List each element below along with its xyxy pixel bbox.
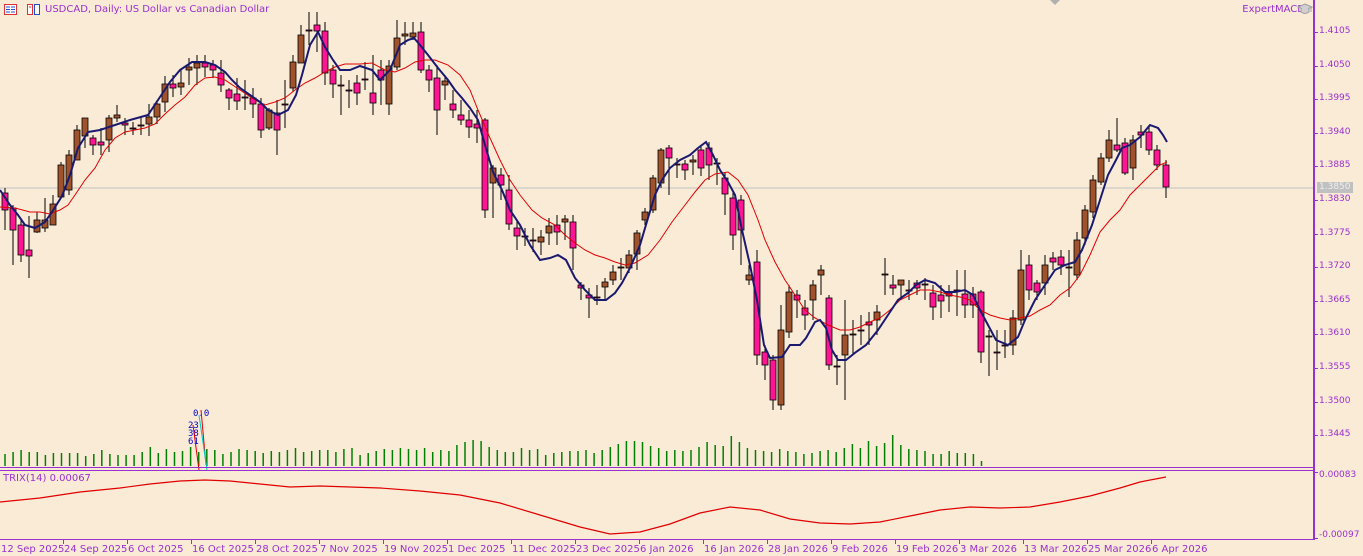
- time-tick: [767, 539, 768, 544]
- candlestick-series: [1, 12, 1170, 410]
- time-label: 28 Jan 2026: [768, 544, 828, 555]
- price-label: 1.3500: [1319, 396, 1351, 406]
- price-tick: [1313, 334, 1318, 335]
- object-labels-glitch: 0.0 23 38 61: [188, 409, 209, 471]
- time-axis-line: [0, 539, 1315, 540]
- time-label: 16 Jan 2026: [704, 544, 764, 555]
- time-tick: [1087, 539, 1088, 544]
- price-tick: [1313, 301, 1318, 302]
- time-tick: [511, 539, 512, 544]
- time-tick: [1023, 539, 1024, 544]
- time-label: 12 Sep 2025: [1, 544, 65, 555]
- indicator-label: TRIX(14) 0.00067: [3, 473, 91, 484]
- time-tick: [1151, 539, 1152, 544]
- time-tick: [959, 539, 960, 544]
- volume-histogram: [4, 435, 983, 466]
- price-label: 1.3885: [1319, 160, 1351, 170]
- moving-average-fast: [0, 29, 1168, 361]
- time-tick: [831, 539, 832, 544]
- price-tick: [1313, 368, 1318, 369]
- time-tick: [575, 539, 576, 544]
- time-tick: [639, 539, 640, 544]
- time-label: 25 Mar 2026: [1088, 544, 1152, 555]
- svg-text:61: 61: [188, 437, 199, 447]
- indicator-axis-bottom: -0.00097: [1319, 530, 1360, 540]
- time-tick: [191, 539, 192, 544]
- current-price-badge: 1.3850: [1317, 182, 1353, 193]
- price-label: 1.3830: [1319, 194, 1351, 204]
- expert-hat-icon[interactable]: [1297, 3, 1313, 16]
- price-tick: [1313, 267, 1318, 268]
- price-tick: [1313, 166, 1318, 167]
- panel-separator[interactable]: [0, 467, 1315, 468]
- price-tick: [1313, 99, 1318, 100]
- window-list-icon[interactable]: [4, 4, 17, 15]
- price-tick: [1313, 133, 1318, 134]
- expert-advisor-label[interactable]: ExpertMACD: [1242, 4, 1305, 15]
- indicator-axis-top: 0.00083: [1319, 470, 1357, 480]
- time-label: 6 Jan 2026: [640, 544, 694, 555]
- price-label: 1.4050: [1319, 60, 1351, 70]
- time-label: 9 Feb 2026: [832, 544, 888, 555]
- price-tick: [1313, 66, 1318, 67]
- time-label: 6 Apr 2026: [1152, 544, 1208, 555]
- time-label: 23 Dec 2025: [576, 544, 640, 555]
- price-tick: [1313, 32, 1318, 33]
- indicator-axis-tick: [1313, 472, 1318, 473]
- price-label: 1.3555: [1319, 362, 1351, 372]
- price-axis-line: [1313, 0, 1315, 540]
- time-label: 19 Nov 2025: [384, 544, 449, 555]
- price-tick: [1313, 402, 1318, 403]
- panel-separator-2: [0, 470, 1315, 471]
- time-tick: [63, 539, 64, 544]
- chart-title: USDCAD, Daily: US Dollar vs Canadian Dol…: [45, 4, 270, 15]
- price-label: 1.3995: [1319, 93, 1351, 103]
- time-tick: [703, 539, 704, 544]
- time-label: 28 Oct 2025: [256, 544, 318, 555]
- time-label: 6 Oct 2025: [128, 544, 184, 555]
- price-label: 1.3775: [1319, 228, 1351, 238]
- time-tick: [255, 539, 256, 544]
- time-label: 3 Mar 2026: [960, 544, 1018, 555]
- price-label: 1.3445: [1319, 429, 1351, 439]
- time-tick: [319, 539, 320, 544]
- price-tick: [1313, 234, 1318, 235]
- time-tick: [127, 539, 128, 544]
- price-label: 1.3665: [1319, 295, 1351, 305]
- indicator-axis-tick: [1313, 538, 1318, 539]
- trix-line: [0, 476, 1167, 535]
- time-tick: [383, 539, 384, 544]
- time-label: 11 Dec 2025: [512, 544, 576, 555]
- time-label: 16 Oct 2025: [192, 544, 254, 555]
- chart-shift-marker[interactable]: [1050, 0, 1060, 5]
- time-label: 19 Feb 2026: [896, 544, 959, 555]
- time-tick: [895, 539, 896, 544]
- chart-properties-icon[interactable]: [27, 4, 40, 15]
- price-label: 1.3610: [1319, 328, 1351, 338]
- price-tick: [1313, 200, 1318, 201]
- time-label: 1 Dec 2025: [448, 544, 506, 555]
- time-label: 13 Mar 2026: [1024, 544, 1088, 555]
- time-tick: [447, 539, 448, 544]
- moving-average-slow: [0, 59, 1168, 331]
- price-label: 1.3940: [1319, 127, 1351, 137]
- price-label: 1.3720: [1319, 261, 1351, 271]
- price-label: 1.4105: [1319, 26, 1351, 36]
- svg-text:38: 38: [188, 429, 199, 439]
- price-tick: [1313, 435, 1318, 436]
- time-label: 24 Sep 2025: [64, 544, 128, 555]
- time-label: 7 Nov 2025: [320, 544, 378, 555]
